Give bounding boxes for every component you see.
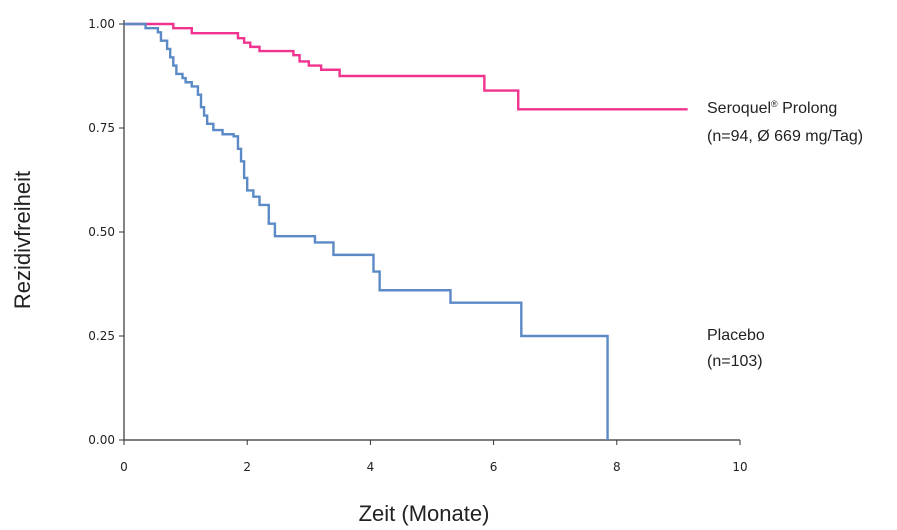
- x-tick-label: 10: [732, 460, 747, 474]
- x-tick-label: 2: [243, 460, 251, 474]
- y-tick-label: 0.75: [88, 121, 115, 135]
- y-tick-label: 0.50: [88, 225, 115, 239]
- x-axis-title: Zeit (Monate): [359, 501, 490, 526]
- x-tick-label: 4: [367, 460, 375, 474]
- series-line-seroquel: [124, 22, 688, 111]
- series-labels: Seroquel® Prolong (n=94, Ø 669 mg/Tag) Pla…: [707, 99, 863, 370]
- tick-labels: 0.00 0.25 0.50 0.75 1.00 0 2 4 6 8 10: [88, 17, 747, 474]
- seroquel-label: Seroquel® Prolong: [707, 99, 837, 117]
- placebo-label: Placebo: [707, 327, 765, 344]
- x-tick-label: 8: [613, 460, 621, 474]
- y-tick-label: 0.25: [88, 329, 115, 343]
- seroquel-label-n: (n=94, Ø 669 mg/Tag): [707, 128, 863, 145]
- series-lines: [124, 22, 688, 440]
- axes: [119, 20, 741, 445]
- y-tick-label: 0.00: [88, 433, 115, 447]
- y-tick-label: 1.00: [88, 17, 115, 31]
- series-line-placebo: [124, 22, 609, 440]
- x-tick-label: 6: [490, 460, 498, 474]
- x-tick-label: 0: [120, 460, 128, 474]
- y-axis-title: Rezidivfreiheit: [10, 171, 35, 309]
- placebo-label-n: (n=103): [707, 353, 763, 370]
